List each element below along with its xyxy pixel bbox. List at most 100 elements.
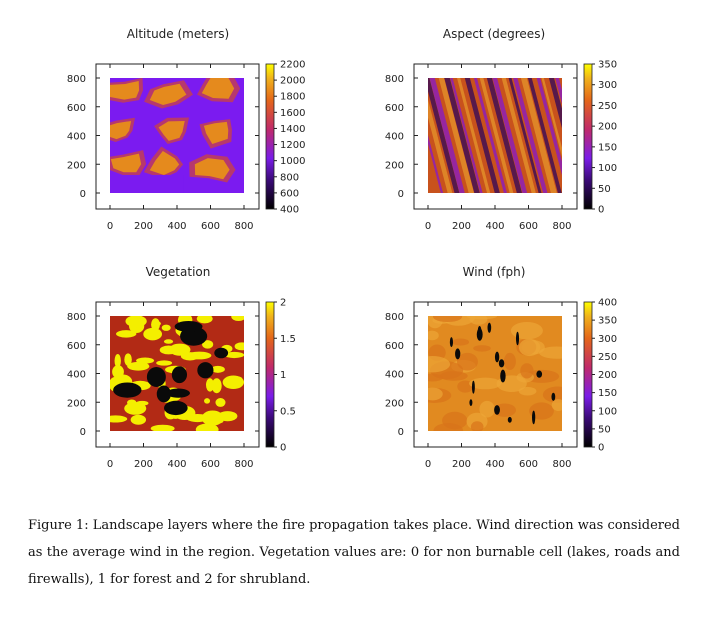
map-stripe	[520, 78, 557, 193]
map-shrub	[143, 327, 162, 341]
map-wind-patch	[479, 400, 495, 418]
colorbar-tick-label: 200	[598, 370, 617, 381]
colorbar	[265, 63, 275, 210]
map-shrub	[187, 351, 212, 360]
map-ridge-core	[158, 121, 185, 141]
panel-aspect: Aspect (degrees) 0 200 400 600 800 0 200 400 600 8…	[385, 27, 617, 232]
map-shrub	[114, 353, 121, 368]
colorbar-tick-label: 400	[280, 205, 299, 216]
map-nonburnable	[174, 321, 203, 332]
map-calm-cell	[536, 370, 543, 378]
x-tick-label: 400	[485, 459, 504, 470]
map-shrub	[124, 353, 132, 366]
map-wind-patch	[432, 316, 463, 323]
figure-caption: Figure 1: Landscape layers where the fir…	[28, 518, 680, 587]
data-map	[428, 316, 562, 431]
data-map	[110, 78, 244, 193]
map-wind-patch	[529, 402, 554, 420]
panel-title: Vegetation	[146, 265, 211, 279]
y-tick-label: 600	[385, 341, 404, 352]
x-tick-label: 600	[201, 459, 220, 470]
colorbar-tick-label: 400	[598, 298, 617, 309]
map-shrub	[130, 414, 147, 425]
map-shrub	[224, 351, 244, 359]
map-shrub	[159, 345, 178, 355]
x-tick-label: 0	[425, 221, 431, 232]
data-map	[110, 316, 244, 431]
map-stripe	[429, 78, 465, 193]
map-shrub	[156, 360, 173, 366]
colorbar-tick-label: 150	[598, 142, 617, 153]
map-wind-patch	[469, 316, 488, 325]
y-tick-label: 600	[385, 103, 404, 114]
map-stripe	[527, 78, 562, 193]
y-tick-label: 200	[385, 160, 404, 171]
map-shrub	[206, 381, 218, 388]
map-wind-patch	[428, 373, 443, 382]
x-tick-label: 0	[425, 459, 431, 470]
colorbar-tick-label: 2000	[280, 76, 305, 87]
map-shrub	[163, 339, 174, 344]
map-calm-cell	[507, 416, 512, 423]
map-stripe	[473, 78, 507, 193]
y-tick-label: 800	[385, 74, 404, 85]
x-tick-label: 200	[134, 459, 153, 470]
map-wind-patch	[473, 345, 491, 352]
map-calm-cell	[487, 322, 492, 333]
x-tick-label: 400	[167, 221, 186, 232]
map-wind-patch	[469, 377, 502, 390]
map-shrub	[110, 415, 128, 423]
map-ridge-core	[110, 153, 142, 173]
map-nonburnable	[163, 400, 188, 416]
map-shrub	[215, 398, 226, 407]
y-tick-label: 0	[80, 189, 86, 200]
map-calm-cell	[471, 380, 475, 394]
colorbar-tick-label: 100	[598, 163, 617, 174]
y-tick-label: 0	[398, 427, 404, 438]
map-stripe	[457, 78, 491, 193]
colorbar-tick-label: 350	[598, 316, 617, 327]
colorbar-tick-label: 300	[598, 334, 617, 345]
colorbar-tick-label: 200	[598, 122, 617, 133]
panel-vegetation: Vegetation 0 200 400 600 800 0 200 400 600 800 0 0.5…	[67, 265, 296, 470]
map-stripe	[428, 135, 444, 193]
map-nonburnable	[146, 367, 166, 387]
map-wind-patch	[428, 356, 451, 373]
colorbar-tick-label: 0	[598, 205, 604, 216]
map-wind-patch	[433, 423, 464, 431]
x-tick-label: 400	[485, 221, 504, 232]
y-tick-label: 0	[398, 189, 404, 200]
colorbar-tick-label: 250	[598, 352, 617, 363]
x-tick-label: 400	[167, 459, 186, 470]
panel-title: Altitude (meters)	[127, 27, 229, 41]
map-stripe	[536, 78, 562, 176]
map-shrub	[125, 316, 147, 328]
map-calm-cell	[494, 351, 500, 363]
map-ridge-core	[201, 78, 235, 99]
map-stripe	[450, 78, 483, 193]
map-calm-cell	[515, 331, 520, 346]
x-tick-label: 200	[452, 459, 471, 470]
map-ridge-core	[110, 80, 140, 100]
y-tick-label: 400	[385, 132, 404, 143]
colorbar-tick-label: 50	[598, 184, 611, 195]
y-tick-label: 0	[80, 427, 86, 438]
y-tick-label: 800	[385, 312, 404, 323]
map-calm-cell	[551, 392, 556, 401]
map-shrub	[231, 316, 244, 321]
map-calm-cell	[498, 359, 505, 368]
colorbar-tick-label: 600	[280, 188, 299, 199]
map-stripe	[501, 78, 536, 193]
y-tick-label: 400	[67, 370, 86, 381]
y-tick-label: 200	[67, 160, 86, 171]
panel-wind: Wind (fph) 0 200 400 600 800 0 200 400 600 800 0 50 1…	[385, 265, 617, 470]
x-tick-label: 0	[107, 221, 113, 232]
map-wind-patch	[470, 421, 484, 431]
map-wind-patch	[551, 399, 562, 412]
y-tick-label: 600	[67, 341, 86, 352]
map-shrub	[217, 411, 238, 422]
panel-title: Aspect (degrees)	[443, 27, 545, 41]
colorbar-tick-label: 350	[598, 60, 617, 71]
y-tick-label: 600	[67, 103, 86, 114]
